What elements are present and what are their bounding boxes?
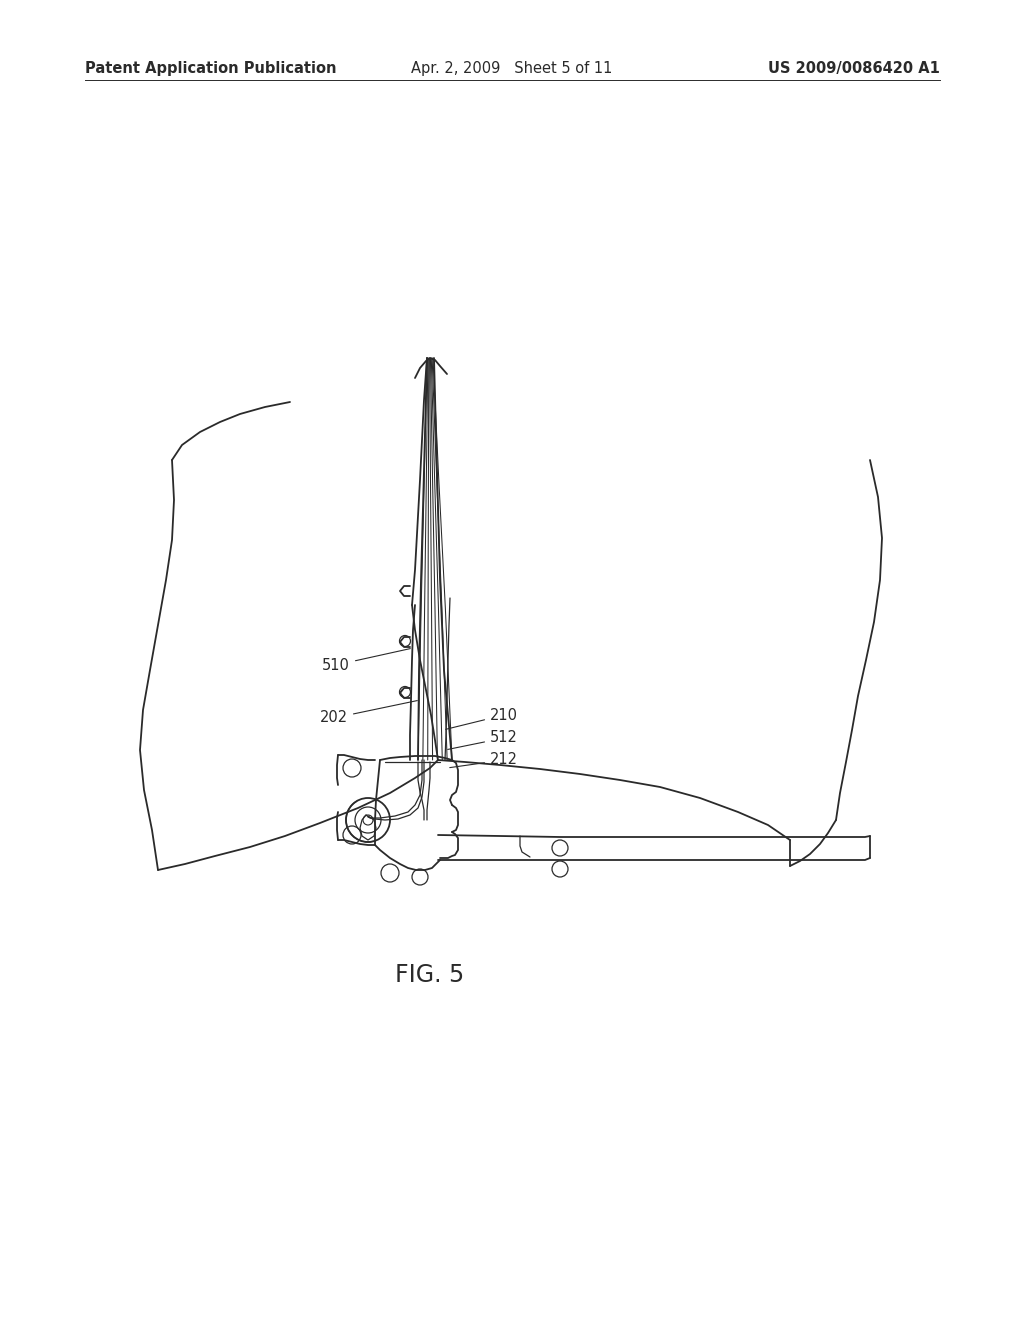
- Text: 512: 512: [447, 730, 518, 750]
- Text: 212: 212: [450, 752, 518, 768]
- Text: Apr. 2, 2009   Sheet 5 of 11: Apr. 2, 2009 Sheet 5 of 11: [412, 61, 612, 75]
- Text: FIG. 5: FIG. 5: [395, 964, 465, 987]
- Text: 202: 202: [319, 701, 418, 726]
- Text: Patent Application Publication: Patent Application Publication: [85, 61, 337, 75]
- Text: 210: 210: [445, 708, 518, 730]
- Text: 510: 510: [323, 648, 411, 672]
- Text: US 2009/0086420 A1: US 2009/0086420 A1: [768, 61, 940, 75]
